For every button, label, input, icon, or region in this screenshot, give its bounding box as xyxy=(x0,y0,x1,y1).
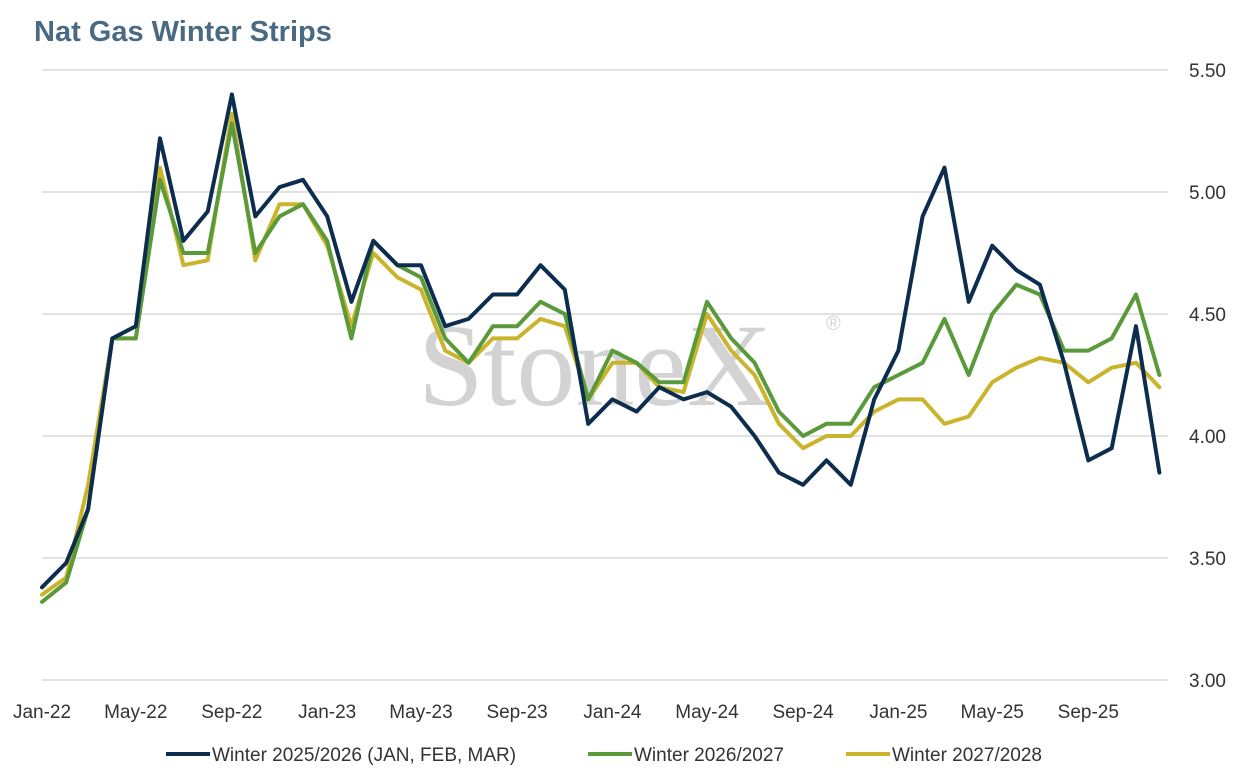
y-tick-label: 3.00 xyxy=(1189,671,1226,692)
x-tick-label: May-25 xyxy=(961,702,1024,723)
x-tick-label: Jan-24 xyxy=(583,702,642,723)
x-tick-label: Jan-23 xyxy=(298,702,356,723)
x-tick-label: May-24 xyxy=(675,702,739,723)
x-tick-label: May-23 xyxy=(389,702,452,723)
x-tick-label: Sep-25 xyxy=(1058,702,1119,723)
y-tick-label: 5.50 xyxy=(1189,61,1226,82)
y-tick-label: 4.00 xyxy=(1189,427,1226,448)
series-line-1 xyxy=(40,92,1162,590)
y-tick-label: 3.50 xyxy=(1189,549,1226,570)
legend-label: Winter 2026/2027 xyxy=(634,745,784,766)
x-tick-label: Jan-25 xyxy=(869,702,927,723)
legend-label: Winter 2027/2028 xyxy=(892,745,1042,766)
x-tick-label: Jan-22 xyxy=(13,702,71,723)
x-tick-label: Sep-24 xyxy=(772,702,834,723)
x-tick-label: May-22 xyxy=(104,702,167,723)
x-tick-label: Sep-23 xyxy=(486,702,547,723)
y-tick-label: 5.00 xyxy=(1189,183,1226,204)
x-tick-label: Sep-22 xyxy=(201,702,262,723)
series-line-2 xyxy=(40,121,1162,604)
registered-mark-icon: ® xyxy=(826,313,841,335)
y-tick-label: 4.50 xyxy=(1189,305,1226,326)
chart-title: Nat Gas Winter Strips xyxy=(34,16,332,48)
legend-label: Winter 2025/2026 (JAN, FEB, MAR) xyxy=(212,745,516,766)
